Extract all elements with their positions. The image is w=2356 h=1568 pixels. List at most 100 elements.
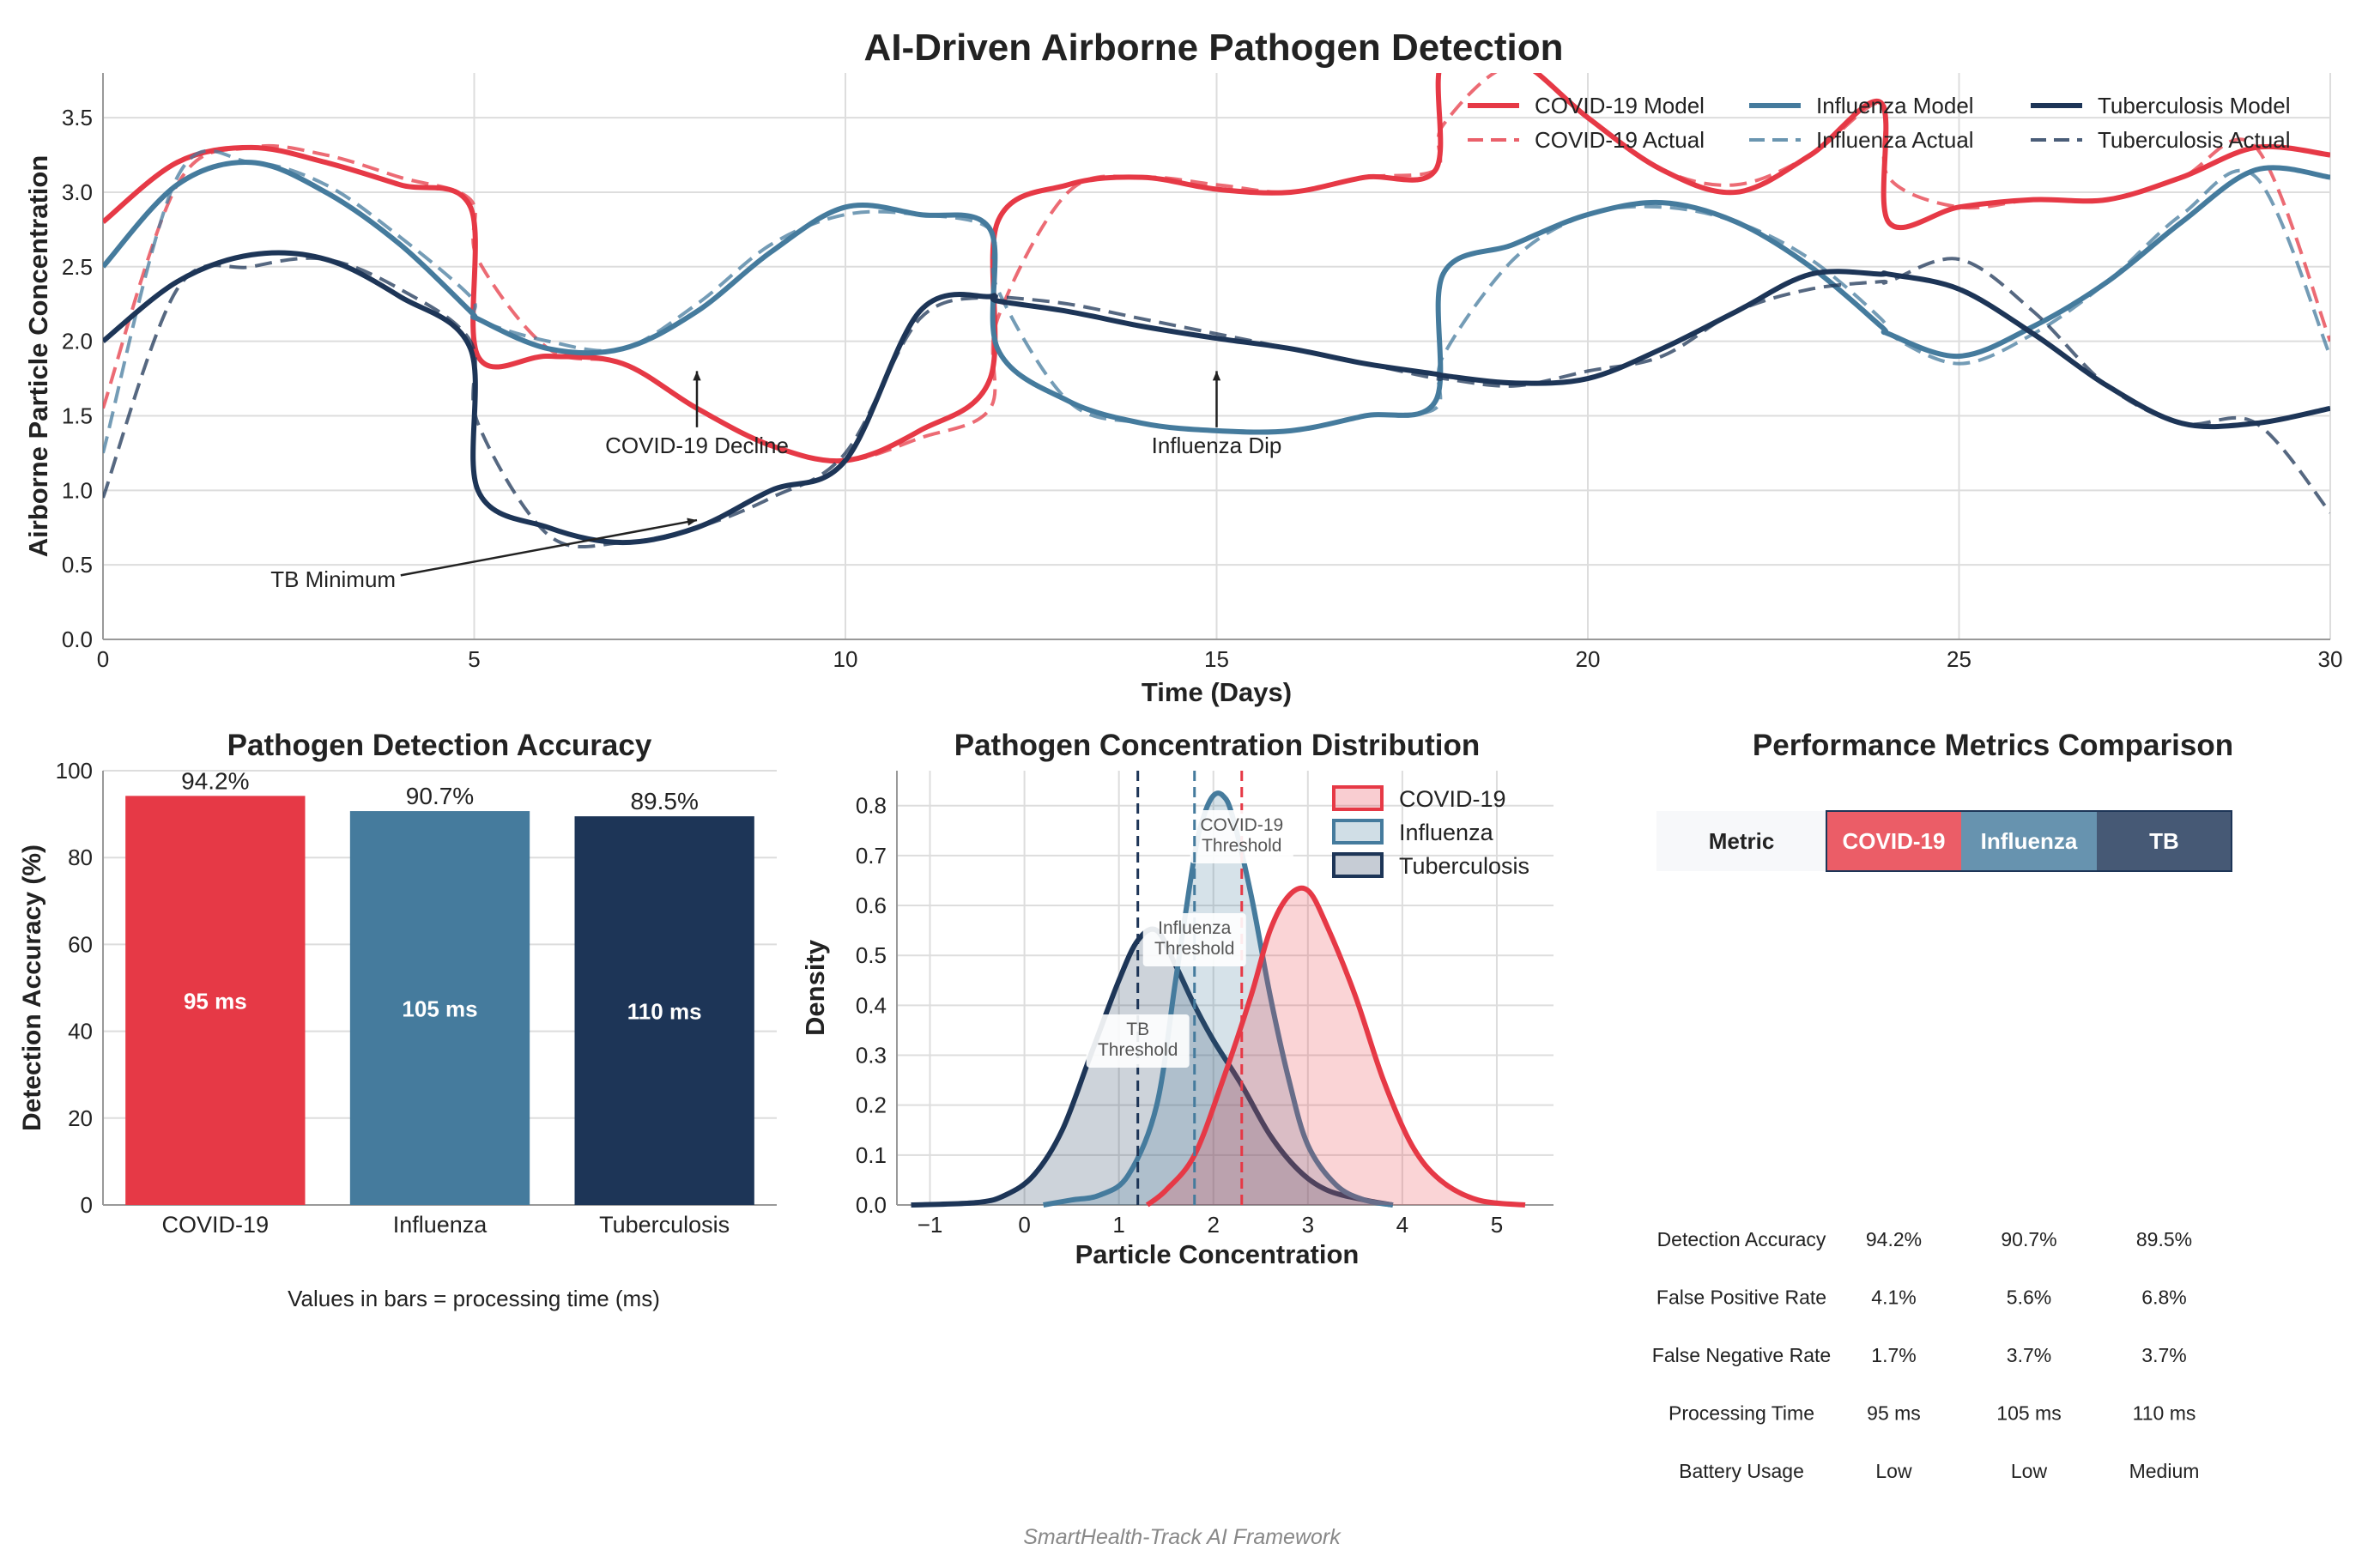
bar-covid-19 (125, 796, 306, 1205)
x-tick-label: 3 (1302, 1212, 1314, 1238)
y-tick-label: 0.6 (856, 893, 887, 918)
x-tick-label: 30 (2318, 646, 2343, 672)
bar-chart-note: Values in bars = processing time (ms) (288, 1286, 660, 1311)
table-cell: 90.7% (2001, 1228, 2056, 1250)
annotation-label: TB Minimum (270, 566, 396, 592)
bar-value-label: 90.7% (406, 783, 474, 809)
table-cell: Low (2011, 1460, 2048, 1482)
series-line-covid-19-actual (103, 73, 2330, 463)
figure-title: AI-Driven Airborne Pathogen Detection (864, 27, 1564, 69)
y-tick-label: 0.8 (856, 793, 887, 819)
x-tick-label: 2 (1208, 1212, 1220, 1238)
table-header-cell (2097, 811, 2232, 871)
bar-inner-label: 105 ms (402, 996, 477, 1022)
table-cell: False Positive Rate (1656, 1286, 1826, 1309)
threshold-label-box (1142, 913, 1246, 966)
table-header-cell (1826, 811, 1961, 871)
y-axis-label: Airborne Particle Concentration (23, 155, 53, 558)
y-tick-label: 2.0 (62, 329, 93, 354)
y-tick-label: 2.5 (62, 254, 93, 280)
x-axis-label: Particle Concentration (1075, 1239, 1360, 1269)
y-tick-label: 0 (81, 1192, 93, 1218)
table-cell: Medium (2129, 1460, 2200, 1482)
distribution-density-chart: Pathogen Concentration Distribution −1 0 1 2… (800, 729, 1554, 1269)
series-line-tuberculosis-actual (103, 256, 2330, 548)
y-tick-label: 0.4 (856, 992, 887, 1018)
footer-caption: SmartHealth-Track AI Framework (1023, 1525, 1342, 1549)
y-tick-label: 60 (68, 931, 93, 957)
x-tick-label: 25 (1947, 646, 1971, 672)
threshold-label-box (1086, 1014, 1190, 1068)
legend-swatch (1332, 852, 1384, 878)
density-fill-influenza (1043, 793, 1393, 1205)
x-tick-label: 20 (1576, 646, 1601, 672)
legend-label: Tuberculosis Actual (2098, 127, 2290, 153)
y-tick-label: 0.5 (856, 942, 887, 968)
y-tick-label: 0.3 (856, 1043, 887, 1069)
y-tick-label: 1.0 (62, 477, 93, 503)
table-title: Performance Metrics Comparison (1753, 729, 2233, 762)
x-tick-label: 5 (468, 646, 480, 672)
concentration-line-chart: 0 5 10 15 20 25 30 0.0 0.5 1.0 1.5 2.0 2.5 3.0 3.5 Time… (23, 73, 2343, 707)
table-header-border (1826, 810, 2232, 872)
table-header-cell (1961, 811, 2097, 871)
y-tick-label: 0.2 (856, 1093, 887, 1118)
annotation-arrowhead (693, 371, 701, 381)
table-cell: 4.1% (1871, 1286, 1916, 1309)
annotation-arrow (400, 518, 698, 577)
density-line-influenza (1043, 790, 1394, 1208)
bar-value-label: 89.5% (630, 788, 698, 814)
y-tick-label: 20 (68, 1105, 93, 1131)
table-cell: 1.7% (1871, 1344, 1916, 1366)
table-header-cell (1656, 811, 1826, 871)
legend-label: COVID-19 Actual (1535, 127, 1705, 153)
x-tick-label: 4 (1396, 1212, 1408, 1238)
table-cell: 94.2% (1866, 1228, 1922, 1250)
x-tick-label: 0 (97, 646, 109, 672)
table-cell: 95 ms (1867, 1402, 1921, 1425)
density-line-covid-19 (1145, 885, 1526, 1208)
table-cell: 105 ms (1996, 1402, 2061, 1425)
table-cell: False Negative Rate (1652, 1344, 1831, 1366)
x-tick-label: 10 (833, 646, 858, 672)
x-tick-label: 1 (1112, 1212, 1124, 1238)
legend-label: Influenza Actual (1816, 127, 1974, 153)
annotation-label: COVID-19 Decline (605, 433, 789, 458)
x-tick-label: 0 (1018, 1212, 1030, 1238)
x-tick-label: −1 (918, 1212, 943, 1238)
table-cell: 89.5% (2136, 1228, 2192, 1250)
metrics-table: Performance Metrics Comparison Metric COVI… (1652, 729, 2233, 1482)
bar-inner-label: 95 ms (184, 989, 247, 1014)
threshold-label-box (1190, 810, 1293, 863)
bar-value-label: 94.2% (181, 767, 249, 794)
bar-chart-title: Pathogen Detection Accuracy (227, 729, 652, 762)
y-tick-label: 0.5 (62, 552, 93, 578)
y-tick-label: 0.1 (856, 1142, 887, 1168)
bar-influenza (349, 811, 530, 1205)
table-cell: 6.8% (2141, 1286, 2186, 1309)
annotation-arrowhead (1212, 371, 1221, 381)
y-tick-label: 0.0 (856, 1192, 887, 1218)
density-fill-covid-19 (1147, 887, 1525, 1205)
table-cell: 5.6% (2007, 1286, 2051, 1309)
legend-label: Tuberculosis (1399, 853, 1529, 879)
legend-label: COVID-19 Model (1535, 93, 1705, 118)
legend-swatch (1332, 819, 1384, 845)
legend-label: Influenza (1399, 820, 1494, 845)
threshold-label: Influenza Threshold (1154, 918, 1234, 959)
x-tick-label: Tuberculosis (599, 1212, 730, 1238)
threshold-label: TB Threshold (1098, 1020, 1178, 1060)
x-tick-label: 15 (1204, 646, 1229, 672)
y-tick-label: 80 (68, 845, 93, 870)
series-group (103, 73, 2330, 548)
legend-label: COVID-19 (1399, 786, 1506, 812)
table-cell: Low (1875, 1460, 1912, 1482)
y-tick-label: 0.7 (856, 843, 887, 869)
x-tick-label: Influenza (393, 1212, 488, 1238)
density-chart-title: Pathogen Concentration Distribution (954, 729, 1480, 762)
table-cell: Battery Usage (1679, 1460, 1804, 1482)
y-tick-label: 40 (68, 1019, 93, 1044)
y-tick-label: 100 (56, 758, 93, 784)
y-axis-label: Density (800, 939, 830, 1036)
